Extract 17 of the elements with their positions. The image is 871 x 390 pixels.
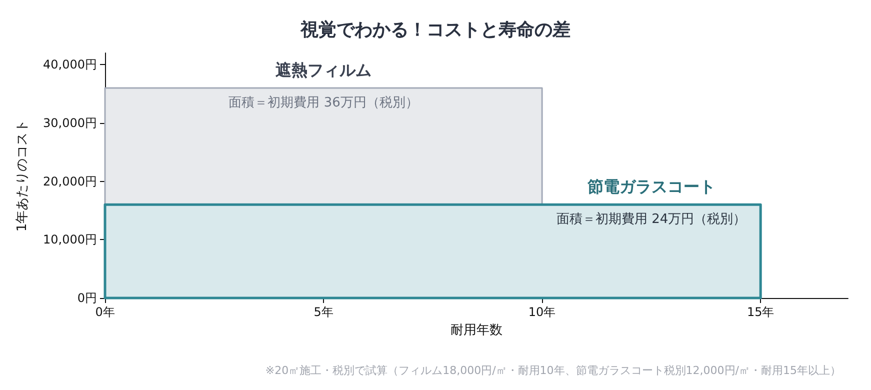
y-tick-label: 30,000円	[43, 116, 97, 130]
y-tick-label: 10,000円	[43, 232, 97, 247]
chart-title: 視覚でわかる！コストと寿命の差	[300, 20, 570, 40]
x-tick-label: 0年	[95, 305, 115, 319]
y-tick-label: 0円	[77, 291, 97, 305]
y-tick-label: 20,000円	[43, 174, 97, 188]
x-axis-title: 耐用年数	[450, 323, 502, 338]
y-tick-label: 40,000円	[43, 58, 97, 72]
y-axis-title: 1年あたりのコスト	[15, 119, 30, 232]
annotation: 面積＝初期費用 36万円（税別）	[228, 96, 418, 110]
series-label: 節電ガラスコート	[586, 177, 716, 196]
annotation: 面積＝初期費用 24万円（税別）	[556, 212, 746, 228]
text: ※20㎡施工・税別で試算（フィルム18,000円/㎡・耐用10年、節電ガラスコート税別12,000円/㎡・耐用15年以上）	[265, 364, 842, 377]
series-label: 遮熱フィルム	[274, 60, 372, 80]
x-tick-label: 10年	[528, 305, 556, 319]
x-tick-label: 15年	[746, 305, 774, 319]
x-tick-label: 5年	[314, 305, 334, 319]
